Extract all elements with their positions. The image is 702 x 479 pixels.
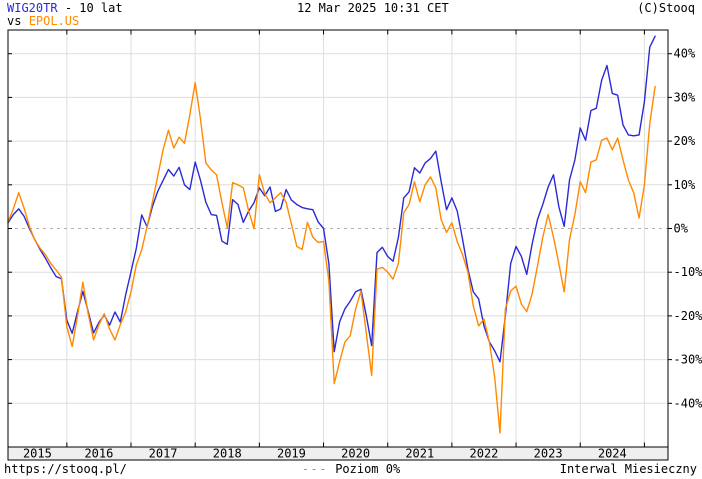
- y-axis-label: -20%: [674, 309, 702, 323]
- x-axis-year-label: 2021: [405, 447, 434, 461]
- y-axis-label: -10%: [674, 265, 702, 279]
- y-axis-label: -30%: [674, 353, 702, 367]
- series-line-epol-us: [7, 81, 656, 434]
- copyright: (C)Stooq: [637, 1, 695, 15]
- y-axis-label: 0%: [674, 222, 689, 236]
- primary-symbol: WIG20TR: [7, 1, 58, 15]
- zero-line-label: Poziom 0%: [335, 462, 401, 476]
- x-axis-year-label: 2023: [534, 447, 563, 461]
- x-axis-year-label: 2024: [598, 447, 627, 461]
- compare-symbol: EPOL.US: [28, 14, 80, 28]
- chart-frame: [7, 29, 669, 461]
- gridlines: [8, 30, 668, 447]
- x-axis-year-label: 2017: [149, 447, 178, 461]
- x-axis-year-label: 2019: [277, 447, 306, 461]
- timestamp: 12 Mar 2025 10:31 CET: [297, 1, 449, 15]
- x-axis-band: [8, 447, 668, 460]
- comparison-line: vs EPOL.US: [7, 14, 79, 28]
- y-axis-label: 40%: [674, 47, 696, 61]
- y-axis-label: 10%: [674, 178, 696, 192]
- x-axis-year-label: 2022: [470, 447, 499, 461]
- zero-line-dash-icon: ---: [301, 462, 328, 476]
- x-axis-year-label: 2015: [23, 447, 52, 461]
- source-url: https://stooq.pl/: [4, 462, 127, 476]
- x-axis-year-label: 2018: [213, 447, 242, 461]
- chart-footer: https://stooq.pl/ --- Poziom 0% Interwal…: [0, 462, 702, 478]
- axis-ticks: [8, 30, 672, 447]
- series-line-wig20tr: [7, 35, 656, 363]
- title-suffix: - 10 lat: [64, 1, 123, 15]
- x-axis-year-label: 2020: [341, 447, 370, 461]
- zero-line-legend: --- Poziom 0%: [0, 462, 702, 476]
- vs-label: vs: [7, 14, 22, 28]
- interval-label: Interwal Miesieczny: [559, 462, 697, 476]
- y-axis-label: -40%: [674, 396, 702, 410]
- y-axis-label: 20%: [674, 134, 696, 148]
- x-axis-year-label: 2016: [84, 447, 113, 461]
- chart-title: WIG20TR - 10 lat: [7, 1, 123, 15]
- y-axis-label: 30%: [674, 90, 696, 104]
